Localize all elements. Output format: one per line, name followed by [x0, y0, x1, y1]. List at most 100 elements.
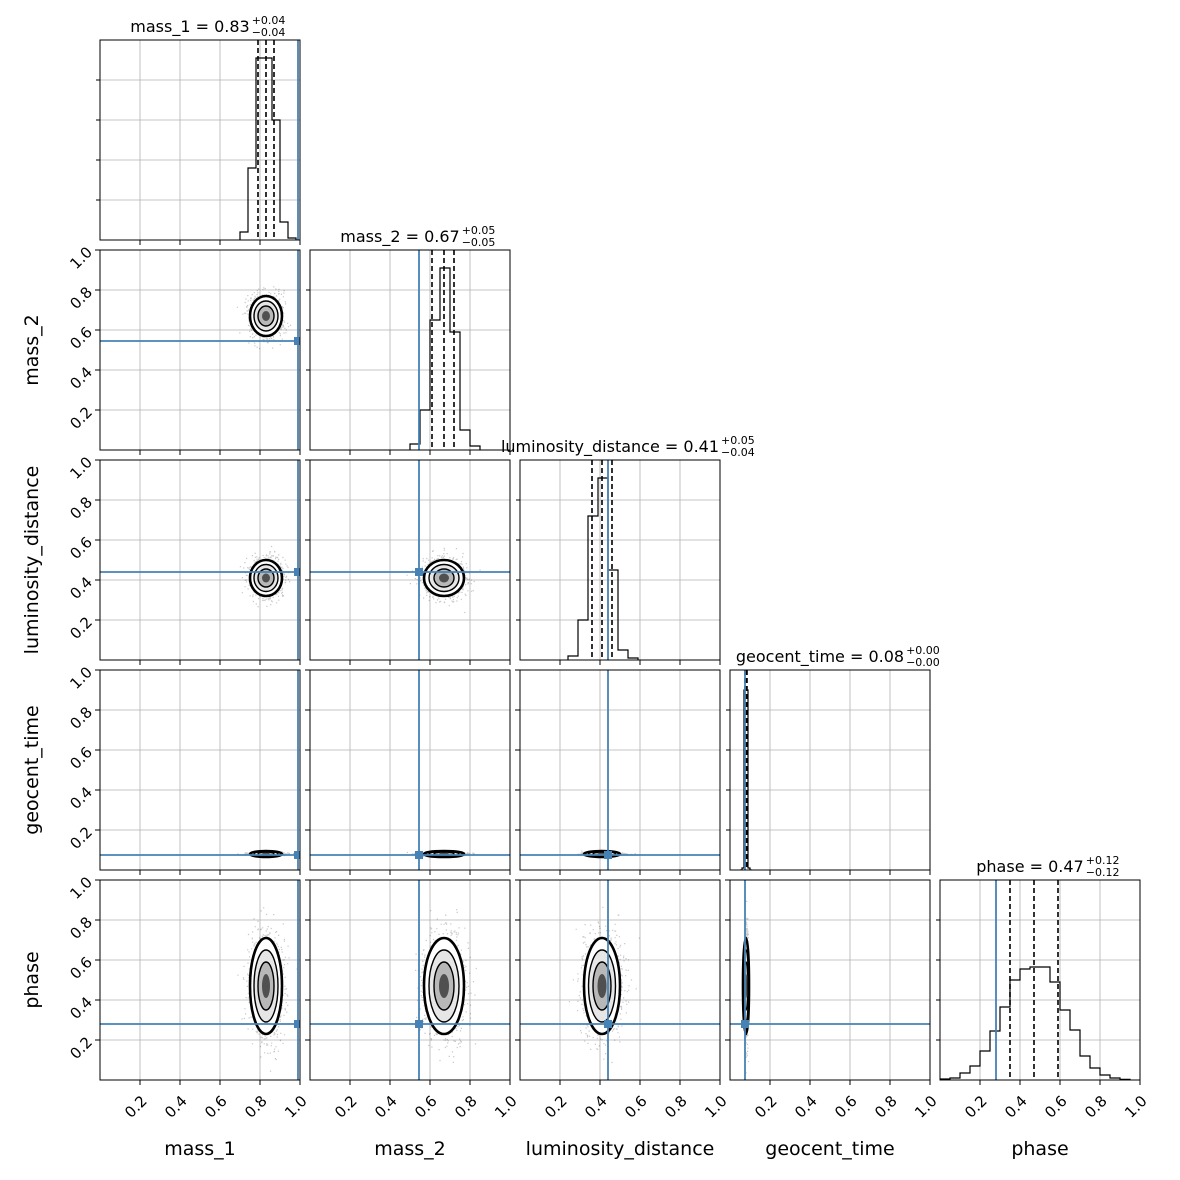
title-text: geocent_time = 0.08	[736, 647, 904, 667]
panel-title-phase: phase = 0.47 +0.12−0.12	[976, 854, 1119, 879]
panel-content	[100, 250, 300, 450]
x-tick-label: 0.6	[201, 1092, 231, 1122]
truth-marker	[294, 337, 300, 345]
contour-line-0	[422, 558, 466, 598]
y-tick-label: 1.0	[66, 663, 96, 693]
y-tick-label: 0.8	[66, 703, 96, 733]
panel-content	[520, 670, 720, 870]
title-upper-error: +0.00	[906, 644, 940, 657]
x-tick-label: 0.6	[831, 1092, 861, 1122]
x-tick-label: 0.2	[541, 1092, 571, 1122]
title-text: mass_2 = 0.67	[340, 227, 459, 247]
panel-content	[100, 670, 300, 870]
x-axis-label-mass_2: mass_2	[374, 1138, 446, 1160]
x-tick-label: 0.8	[451, 1092, 481, 1122]
x-tick-label: 0.4	[1001, 1092, 1031, 1122]
x-tick-label: 0.8	[241, 1092, 271, 1122]
title-lower-error: −0.05	[462, 236, 496, 249]
panel-frame	[99, 669, 301, 871]
y-tick-label: 0.4	[66, 993, 96, 1023]
panel-title-mass_2: mass_2 = 0.67 +0.05−0.05	[340, 224, 495, 249]
y-tick-label: 0.4	[66, 363, 96, 393]
x-tick-label: 0.6	[411, 1092, 441, 1122]
title-upper-error: +0.05	[462, 224, 496, 237]
panel-luminosity_distance-luminosity_distance	[516, 459, 721, 665]
panel-frame	[99, 459, 301, 661]
title-lower-error: −0.12	[1086, 866, 1120, 879]
contour-line-2	[433, 961, 455, 1011]
y-tick-label: 0.8	[66, 913, 96, 943]
panel-frame	[309, 879, 511, 1081]
x-axis-label-luminosity_distance: luminosity_distance	[526, 1138, 715, 1160]
panel-frame	[939, 879, 1141, 1081]
x-tick-label: 1.0	[701, 1092, 731, 1122]
panel-frame	[99, 249, 301, 451]
truth-marker	[294, 1020, 300, 1028]
panels-layer	[95, 39, 1141, 1085]
title-text: mass_1 = 0.83	[130, 17, 249, 37]
truth-marker	[604, 1020, 612, 1028]
panel-content	[310, 880, 510, 1080]
panel-mass_2-mass_2	[306, 249, 511, 455]
histogram-mass_2	[409, 267, 481, 450]
x-tick-label: 1.0	[281, 1092, 311, 1122]
y-tick-label: 0.2	[66, 1033, 96, 1063]
x-tick-label: 0.6	[1041, 1092, 1071, 1122]
panel-title-mass_1: mass_1 = 0.83 +0.04−0.04	[130, 14, 285, 39]
title-upper-error: +0.04	[252, 14, 286, 27]
title-upper-error: +0.05	[721, 434, 755, 447]
panel-frame	[309, 459, 511, 661]
panel-frame	[99, 879, 301, 1081]
contour-line-0	[582, 936, 622, 1036]
y-tick-label: 0.8	[66, 283, 96, 313]
x-axis-label-phase: phase	[1011, 1138, 1068, 1160]
density-fill-3	[262, 974, 270, 998]
panel-mass_1-mass_1	[96, 39, 301, 245]
y-tick-label: 0.8	[66, 493, 96, 523]
truth-marker	[294, 568, 300, 576]
x-tick-label: 0.2	[331, 1092, 361, 1122]
contour-line-1	[253, 949, 279, 1023]
panel-content	[310, 250, 510, 450]
title-lower-error: −0.04	[252, 26, 286, 39]
y-axis-label-geocent_time: geocent_time	[21, 705, 43, 834]
density-fill-3	[597, 974, 607, 998]
panel-content	[520, 880, 720, 1080]
panel-frame	[309, 249, 511, 451]
panel-content	[100, 880, 300, 1080]
y-tick-label: 0.2	[66, 403, 96, 433]
contour-line-2	[257, 961, 275, 1011]
y-tick-label: 0.6	[66, 533, 96, 563]
histogram-mass_1	[239, 57, 297, 240]
panel-geocent_time-mass_1	[95, 669, 301, 875]
histogram-luminosity_distance	[567, 477, 639, 660]
panel-frame	[729, 879, 931, 1081]
contour-line-2	[257, 568, 275, 588]
panel-frame	[519, 459, 721, 661]
contour-line-2	[433, 568, 455, 588]
contour-line-2	[257, 305, 275, 327]
panel-content	[520, 460, 720, 660]
contour-line-2	[743, 961, 749, 1011]
y-axis-label-mass_2: mass_2	[21, 314, 43, 386]
x-tick-label: 0.2	[751, 1092, 781, 1122]
y-axis-label-luminosity_distance: luminosity_distance	[21, 466, 43, 655]
x-tick-label: 0.2	[961, 1092, 991, 1122]
density-fill-3	[439, 573, 449, 583]
y-tick-label: 0.4	[66, 573, 96, 603]
contour-line-0	[248, 558, 284, 598]
panel-luminosity_distance-mass_2	[305, 459, 511, 665]
panel-title-geocent_time: geocent_time = 0.08 +0.00−0.00	[736, 644, 940, 669]
panel-geocent_time-geocent_time	[726, 669, 931, 875]
panel-luminosity_distance-mass_1	[95, 459, 301, 665]
truth-marker	[415, 568, 423, 576]
panel-phase-phase	[936, 879, 1141, 1085]
x-tick-label: 0.8	[1081, 1092, 1111, 1122]
x-tick-label: 1.0	[911, 1092, 941, 1122]
panel-content	[730, 670, 930, 870]
x-tick-label: 1.0	[491, 1092, 521, 1122]
y-tick-label: 0.6	[66, 323, 96, 353]
truth-marker	[294, 851, 300, 859]
y-tick-label: 1.0	[66, 873, 96, 903]
